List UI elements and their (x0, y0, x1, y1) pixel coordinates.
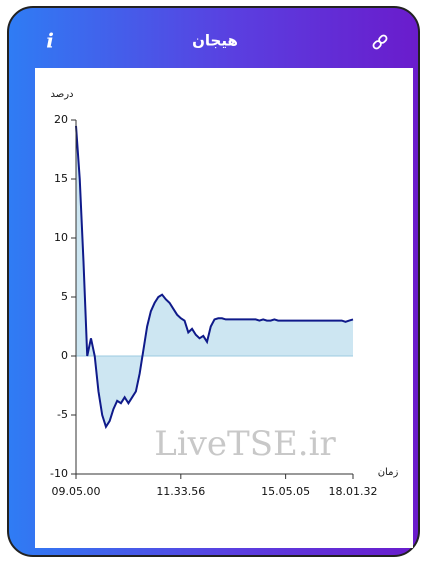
link-icon[interactable] (372, 34, 388, 50)
x-tick-label: 15.05.05 (261, 485, 310, 498)
y-tick-label: -5 (57, 408, 68, 421)
x-axis-label: زمان (378, 467, 399, 478)
chart-panel (35, 68, 413, 548)
y-tick-label: 15 (54, 172, 68, 185)
y-tick-label: -10 (50, 467, 68, 480)
x-tick-label: 18.01.32 (329, 485, 378, 498)
watermark: LiveTSE.ir (154, 424, 336, 464)
y-tick-label: 10 (54, 231, 68, 244)
y-tick-label: 0 (61, 349, 68, 362)
x-tick-label: 09.05.00 (52, 485, 101, 498)
y-tick-label: 5 (61, 290, 68, 303)
y-tick-label: 20 (54, 113, 68, 126)
x-tick-label: 11.33.56 (156, 485, 205, 498)
header-title: هیجان (192, 32, 238, 50)
info-button[interactable]: i (46, 29, 54, 53)
y-axis-label: درصد (50, 89, 73, 100)
line (75, 125, 354, 430)
area-fill (76, 125, 353, 427)
